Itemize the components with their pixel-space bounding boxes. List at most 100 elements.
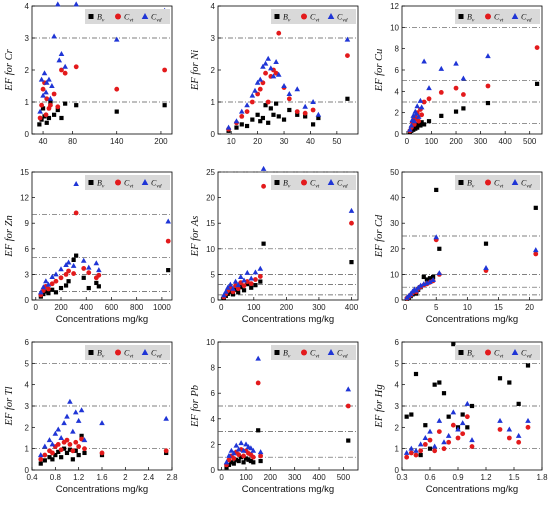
y-tick-label: 30 (390, 219, 399, 228)
point-Cvt (244, 109, 250, 114)
x-axis-label: Concentrations mg/kg (242, 314, 334, 325)
y-tick-label: 3 (395, 402, 400, 411)
point-Cvd (464, 400, 471, 406)
point-Bv (303, 114, 308, 119)
point-Cvd (40, 284, 47, 290)
point-Cvd (63, 262, 69, 268)
point-Bv (228, 289, 233, 294)
point-Cvd (73, 1, 80, 7)
point-Bv (241, 460, 246, 465)
point-Bv (418, 123, 423, 128)
point-Bv (38, 461, 43, 466)
point-Bv (230, 292, 236, 297)
y-tick-label: 6 (25, 245, 30, 254)
y-tick-label: 6 (211, 389, 216, 398)
y-tick-label: 10 (206, 338, 215, 347)
x-axis-label: Concentrations mg/kg (56, 314, 148, 325)
y-tick-label: 3 (25, 402, 30, 411)
point-Cvd (281, 83, 287, 88)
point-Bv (81, 275, 86, 280)
point-Bv (261, 241, 266, 246)
point-Cvd (408, 445, 415, 451)
point-Bv (52, 112, 57, 117)
point-Bv (409, 412, 414, 417)
x-axis-label: Concentrations mg/kg (426, 484, 518, 495)
point-Cvd (413, 287, 420, 293)
point-Cvd (45, 281, 52, 287)
y-tick-label: 1 (211, 98, 216, 107)
point-Bv (421, 274, 426, 280)
legend-label: Cvd (151, 13, 162, 24)
point-Cvt (506, 435, 512, 441)
point-Cvd (47, 95, 54, 101)
point-Cvd (252, 269, 259, 275)
point-Cvd (64, 413, 70, 419)
point-Cvd (46, 76, 52, 82)
panel-hg: 0 1 2 3 4 5 6 0.3 0.6 0.9 1.2 1.5 1.8 EF for Hg Concen… (374, 338, 548, 495)
point-Bv (422, 122, 427, 127)
plot-frame (217, 5, 359, 135)
point-Cvd (235, 282, 241, 288)
point-Bv (246, 457, 251, 462)
point-Cvd (532, 247, 539, 253)
legend-label: Cvd (151, 349, 162, 360)
point-Cvd (78, 407, 85, 413)
y-tick-label: 10 (206, 245, 215, 254)
point-Bv (59, 115, 64, 121)
y-tick-label: 15 (20, 168, 29, 177)
point-Cvt (302, 110, 308, 116)
x-tick-label: 300 (312, 303, 326, 312)
point-Bv (63, 101, 68, 106)
y-tick-label: 8 (211, 364, 216, 373)
point-Cvd (85, 264, 92, 270)
y-tick-label: 2 (395, 423, 400, 432)
legend-marker-triangle (141, 13, 149, 19)
point-Cvd (417, 282, 424, 288)
point-Cvt (286, 96, 292, 102)
x-tick-label: 2.4 (143, 473, 155, 482)
point-Cvt (76, 444, 82, 449)
y-axis-label: EF for Pb (190, 385, 201, 428)
point-Cvd (403, 449, 410, 455)
point-Cvd (438, 65, 445, 71)
y-axis-label: EF for Zn (4, 215, 15, 257)
legend-marker-square (88, 180, 94, 185)
point-Cvd (52, 430, 59, 436)
legend-label: Bv (97, 349, 105, 360)
y-tick-label: 0 (211, 296, 216, 305)
point-Bv (525, 363, 531, 368)
legend-label: Cvt (310, 13, 320, 24)
point-Bv (251, 460, 256, 465)
point-Cvd (433, 234, 440, 240)
point-Cvd (268, 65, 274, 71)
point-Cvd (40, 92, 46, 98)
legend-marker-triangle (327, 349, 335, 355)
point-Cvt (426, 96, 432, 102)
point-Bv (73, 448, 78, 453)
x-tick-label: 300 (288, 473, 302, 482)
point-Cvd (232, 278, 239, 284)
x-tick-label: 0 (405, 137, 410, 146)
y-tick-label: 50 (390, 168, 399, 177)
y-tick-label: 0 (395, 296, 400, 305)
point-Cvd (453, 60, 459, 66)
point-Cvd (248, 445, 254, 451)
legend-label: Cvd (521, 349, 532, 360)
y-tick-label: 25 (206, 168, 215, 177)
point-Cvd (67, 398, 73, 404)
legend-marker-circle (485, 179, 491, 186)
point-Cvt (67, 442, 73, 447)
point-Cvd (42, 443, 48, 449)
legend-label: Bv (283, 179, 291, 190)
legend-marker-circle (301, 179, 307, 186)
y-tick-label: 1 (395, 445, 400, 454)
point-Cvd (81, 437, 88, 443)
point-Cvd (445, 432, 452, 438)
legend-marker-square (274, 350, 280, 355)
point-Cvd (417, 441, 424, 447)
legend: Bv Cvt Cvd (271, 345, 356, 360)
point-Cvt (55, 442, 61, 447)
point-Cvd (260, 165, 267, 171)
point-Cvd (53, 271, 59, 277)
